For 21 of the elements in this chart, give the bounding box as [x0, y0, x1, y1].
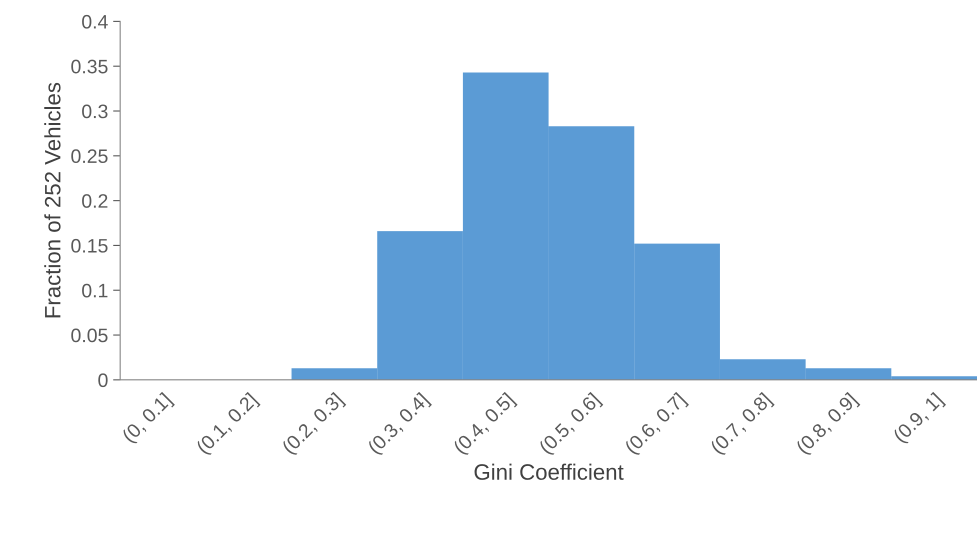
x-tick-label: (0.6, 0.7]	[624, 392, 689, 458]
x-tick-label: (0.5, 0.6]	[538, 392, 604, 458]
y-axis-title: Fraction of 252 Vehicles	[44, 82, 61, 318]
x-tick-label: (0.9, 1]	[892, 392, 946, 446]
y-tick-label: 0.3	[82, 104, 108, 118]
y-tick-label: 0.15	[71, 238, 108, 253]
x-tick-label: (0, 0.1]	[121, 392, 175, 446]
y-tick-label: 0.1	[82, 284, 108, 298]
x-tick-label: (0.8, 0.9]	[795, 392, 860, 458]
y-tick-label: 0	[98, 373, 108, 388]
y-tick-label: 0.35	[71, 60, 108, 74]
x-tick-label: (0.1, 0.2]	[195, 392, 261, 458]
y-tick-label: 0.2	[82, 194, 108, 208]
x-tick-label: (0.2, 0.3]	[280, 392, 346, 458]
y-tick-label: 0.25	[71, 149, 108, 164]
y-tick-label: 0.4	[82, 14, 108, 29]
y-tick-label: 0.05	[71, 328, 108, 342]
x-tick-label: (0.7, 0.8]	[709, 392, 775, 458]
x-axis-title: Gini Coefficient	[474, 464, 624, 480]
x-tick-label: (0.3, 0.4]	[366, 392, 432, 458]
x-tick-label: (0.4, 0.5]	[452, 392, 518, 458]
